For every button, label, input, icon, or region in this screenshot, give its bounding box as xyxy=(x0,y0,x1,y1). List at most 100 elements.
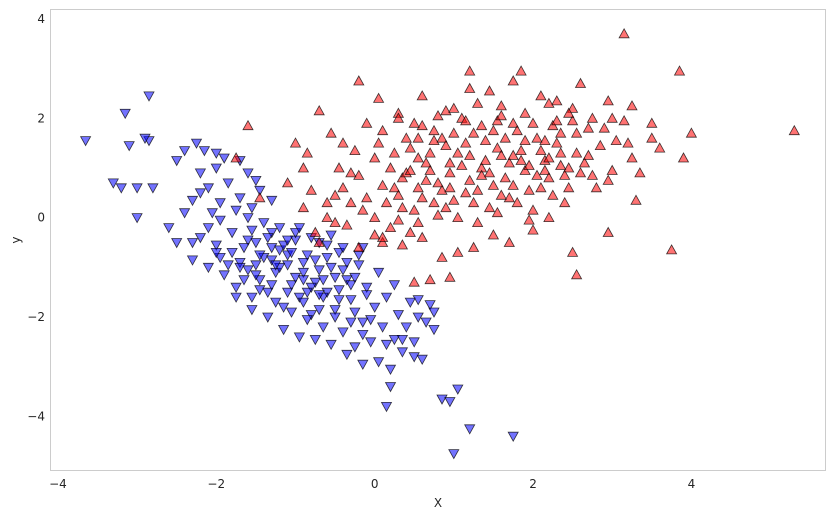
blue-point xyxy=(218,153,230,164)
blue-point xyxy=(305,282,317,294)
red-point xyxy=(416,191,428,203)
red-point xyxy=(531,132,543,143)
red-point xyxy=(404,226,416,237)
blue-point xyxy=(293,292,306,303)
blue-point xyxy=(230,282,242,294)
red-point xyxy=(563,181,575,193)
red-point xyxy=(444,271,456,282)
y-tick-label: −4 xyxy=(27,409,45,423)
red-point xyxy=(495,109,507,121)
red-point xyxy=(491,114,504,126)
blue-point xyxy=(424,300,436,311)
blue-point xyxy=(202,183,215,194)
blue-point xyxy=(341,275,353,286)
red-point xyxy=(574,167,587,178)
blue-point xyxy=(190,138,203,149)
red-point xyxy=(376,179,389,190)
red-point xyxy=(376,124,389,136)
blue-point xyxy=(309,277,321,289)
blue-point xyxy=(226,228,238,239)
blue-point xyxy=(297,297,310,308)
blue-point xyxy=(234,193,246,204)
red-point xyxy=(479,134,492,146)
red-point xyxy=(353,169,365,180)
blue-point xyxy=(171,238,183,249)
blue-point xyxy=(361,282,373,294)
blue-point xyxy=(178,146,191,157)
red-point xyxy=(646,132,658,143)
blue-point xyxy=(178,208,191,219)
red-point xyxy=(440,139,452,151)
red-point xyxy=(630,194,642,205)
blue-point xyxy=(321,240,333,251)
red-point xyxy=(408,276,420,287)
red-point xyxy=(574,77,587,88)
red-point xyxy=(412,216,424,228)
red-point xyxy=(404,164,416,175)
red-point xyxy=(491,206,504,218)
red-point xyxy=(452,246,464,257)
red-point xyxy=(440,201,452,213)
red-point xyxy=(618,27,630,39)
blue-point xyxy=(218,270,230,281)
blue-point xyxy=(262,312,274,323)
blue-point xyxy=(357,329,369,341)
blue-point xyxy=(337,265,349,276)
blue-point xyxy=(388,280,401,291)
red-point xyxy=(523,214,535,225)
red-point xyxy=(380,196,393,208)
y-tick-label: 4 xyxy=(37,12,45,26)
red-point xyxy=(325,127,337,138)
blue-point xyxy=(317,322,329,333)
blue-point xyxy=(143,91,155,102)
red-point xyxy=(606,164,618,175)
red-point xyxy=(491,142,504,153)
blue-point xyxy=(301,315,313,326)
red-point xyxy=(479,154,492,165)
red-point xyxy=(464,174,476,185)
red-point xyxy=(448,194,460,205)
red-point xyxy=(523,184,535,195)
blue-point xyxy=(242,235,254,246)
red-point xyxy=(392,214,405,225)
blue-point xyxy=(202,262,215,274)
x-tick-label: 2 xyxy=(529,477,537,491)
blue-point xyxy=(301,287,313,299)
red-point xyxy=(598,122,610,133)
blue-point xyxy=(444,397,456,408)
red-point xyxy=(321,196,333,208)
red-point xyxy=(602,226,614,237)
red-point xyxy=(582,122,595,133)
blue-point xyxy=(250,238,262,249)
red-point xyxy=(297,162,310,173)
red-point xyxy=(555,159,567,170)
blue-point xyxy=(210,247,222,259)
blue-point xyxy=(147,183,159,194)
blue-point xyxy=(198,146,211,157)
red-point xyxy=(487,229,500,240)
red-point xyxy=(677,152,690,163)
red-point xyxy=(515,154,527,165)
red-point xyxy=(582,149,595,160)
red-point xyxy=(254,191,266,203)
blue-point xyxy=(270,297,282,308)
blue-point xyxy=(186,238,199,249)
blue-point xyxy=(171,156,183,167)
blue-point xyxy=(448,449,460,460)
red-point xyxy=(420,174,432,185)
blue-point xyxy=(273,245,286,256)
blue-point xyxy=(464,424,476,435)
red-point xyxy=(329,216,341,228)
blue-point xyxy=(277,240,290,251)
blue-point xyxy=(345,280,357,291)
red-point xyxy=(345,196,357,208)
blue-point xyxy=(349,272,361,284)
blue-point xyxy=(210,163,222,174)
blue-point xyxy=(341,257,353,269)
red-point xyxy=(309,226,321,237)
blue-point xyxy=(396,347,409,358)
blue-point xyxy=(301,250,313,261)
red-point xyxy=(404,142,416,153)
blue-point xyxy=(131,213,143,224)
blue-point xyxy=(214,215,226,226)
